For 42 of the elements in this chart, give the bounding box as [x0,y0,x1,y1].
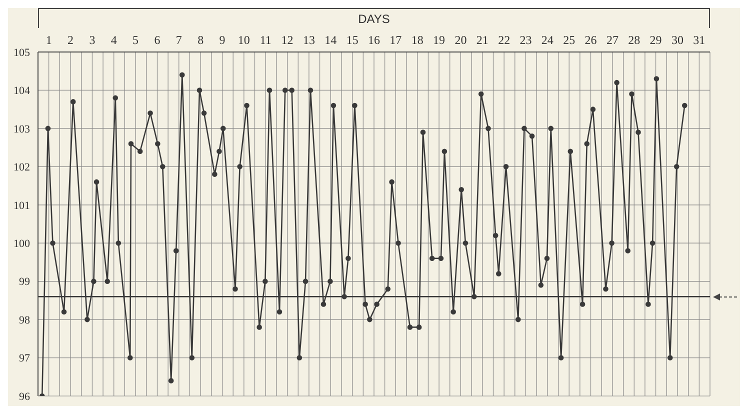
y-tick-label: 102 [14,162,30,174]
x-tick-label: 23 [520,33,532,47]
x-tick-label: 6 [154,33,160,47]
y-tick-label: 101 [14,200,30,212]
x-tick-label: 30 [671,33,684,47]
x-tick-label: 16 [368,33,380,47]
x-tick-label: 27 [606,33,618,47]
x-tick-label: 21 [476,33,488,47]
x-tick-label: 4 [110,33,117,47]
y-tick-label: 98 [19,314,30,326]
x-tick-label: 24 [541,33,554,47]
x-tick-label: 5 [132,33,139,47]
y-tick-label: 97 [19,352,30,365]
x-tick-label: 8 [198,33,204,47]
x-tick-label: 9 [219,33,226,47]
x-tick-label: 14 [324,33,337,47]
x-tick-label: 19 [433,33,446,47]
x-tick-label: 18 [411,33,424,47]
x-tick-label: 12 [281,33,294,47]
x-tick-label: 25 [563,33,576,47]
x-tick-label: 28 [628,33,640,47]
x-tick-label: 17 [390,33,402,47]
x-axis-title: DAYS [38,8,710,28]
x-tick-label: 29 [650,33,662,47]
x-tick-label: 3 [89,33,96,47]
x-tick-label: 15 [346,33,358,47]
y-tick-label: 100 [14,238,30,250]
x-tick-label: 13 [302,33,315,47]
x-tick-label: 2 [68,33,74,47]
x-tick-label: 22 [498,33,510,47]
y-tick-label: 103 [14,123,30,136]
x-tick-label: 7 [176,33,182,47]
y-tick-label: 99 [19,276,30,288]
y-tick-label: 104 [14,85,30,98]
x-tick-label: 11 [260,33,272,47]
y-tick-label: 96 [19,390,30,403]
x-tick-label: 10 [238,33,250,47]
x-tick-label: 20 [454,33,467,47]
x-tick-label: 1 [46,33,52,47]
y-tick-label: 105 [14,46,30,59]
x-tick-label: 26 [584,33,597,47]
x-tick-label: 31 [693,33,706,47]
